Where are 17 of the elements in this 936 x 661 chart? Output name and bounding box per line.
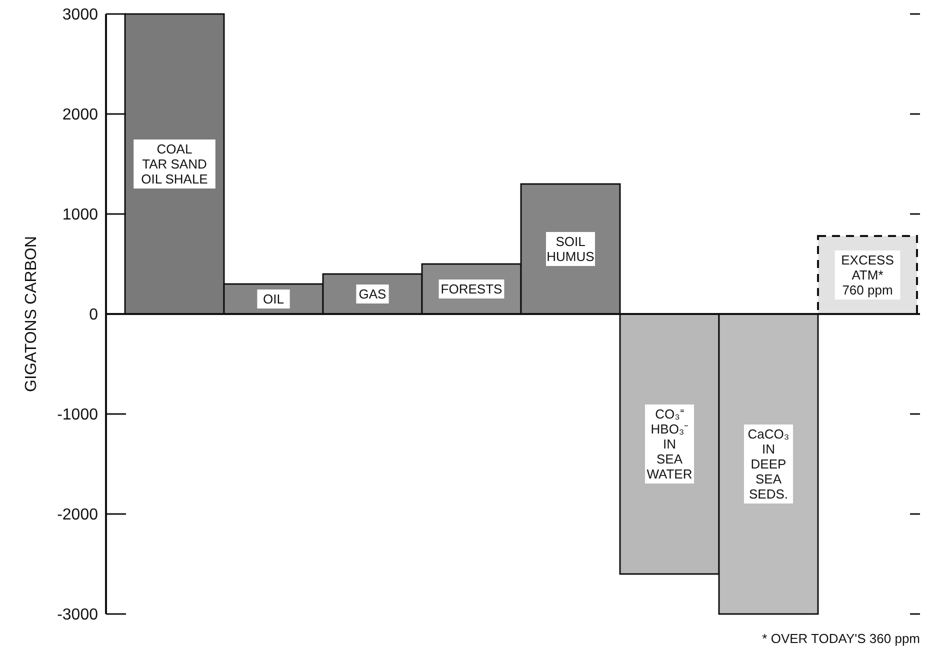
x-tick-label: EXCESS ATM* 760 ppm <box>841 252 894 298</box>
x-tick-label: OIL <box>263 292 284 306</box>
x-tick-label: COAL TAR SAND OIL SHALE <box>141 142 208 186</box>
x-tick-label: GAS <box>358 286 387 302</box>
y-tick-label: 0 <box>89 306 98 324</box>
y-tick-label: -1000 <box>57 406 98 424</box>
x-tick-label: CO₃⁼ HBO₃⁻ IN SEA WATER <box>646 406 692 482</box>
y-tick-label: 3000 <box>62 6 98 24</box>
text: * OVER TODAY'S 360 ppm <box>762 631 920 646</box>
x-tick-label: CaCO₃ IN DEEP SEA SEDS. <box>748 426 790 502</box>
y-tick-label: -3000 <box>57 606 98 624</box>
y-axis-title: GIGATONS CARBON <box>23 236 40 392</box>
y-tick-label: -2000 <box>57 506 98 524</box>
y-tick-label: 1000 <box>62 206 98 224</box>
y-tick-label: 2000 <box>62 106 98 124</box>
x-tick-label: FORESTS <box>440 282 503 296</box>
x-tick-label: SOIL HUMUS <box>546 234 595 264</box>
